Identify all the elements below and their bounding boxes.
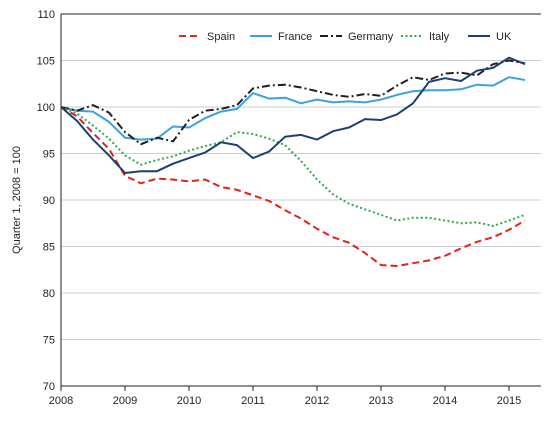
x-tick-label-2014: 2014 [433,395,457,407]
grid-lines [61,60,541,340]
series-line-france [60,76,526,141]
x-tick-label-2013: 2013 [369,395,393,407]
legend-label-italy: Italy [429,31,450,43]
legend: Spain France Germany Italy UK [179,31,512,43]
y-tick-label-85: 85 [43,242,55,254]
legend-label-france: France [278,31,312,43]
x-tick-label-2010: 2010 [177,395,201,407]
y-tick-label-75: 75 [43,335,55,347]
x-tick-label-2015: 2015 [497,395,521,407]
legend-label-uk: UK [496,31,512,43]
series-line-uk [60,56,526,174]
y-tick-label-90: 90 [43,195,55,207]
series-line-germany [60,59,526,146]
y-tick-label-80: 80 [43,288,55,300]
x-tick-label-2011: 2011 [241,395,265,407]
y-tick-label-95: 95 [43,149,55,161]
y-tick-label-110: 110 [37,9,55,21]
series-line-spain [60,106,526,267]
series-lines [60,56,526,267]
axes: 70 75 80 85 90 95 100 105 110 2008 2009 2010 2011 201… [37,9,541,407]
x-tick-label-2009: 2009 [113,395,137,407]
y-tick-label-70: 70 [43,381,55,393]
legend-label-spain: Spain [207,31,235,43]
y-tick-label-100: 100 [37,102,55,114]
x-tick-label-2012: 2012 [305,395,329,407]
x-tick-label-2008: 2008 [49,395,73,407]
series-line-italy [60,106,526,227]
y-tick-label-105: 105 [37,56,55,68]
legend-label-germany: Germany [348,31,394,43]
y-axis-title: Quarter 1, 2008 = 100 [11,146,23,254]
